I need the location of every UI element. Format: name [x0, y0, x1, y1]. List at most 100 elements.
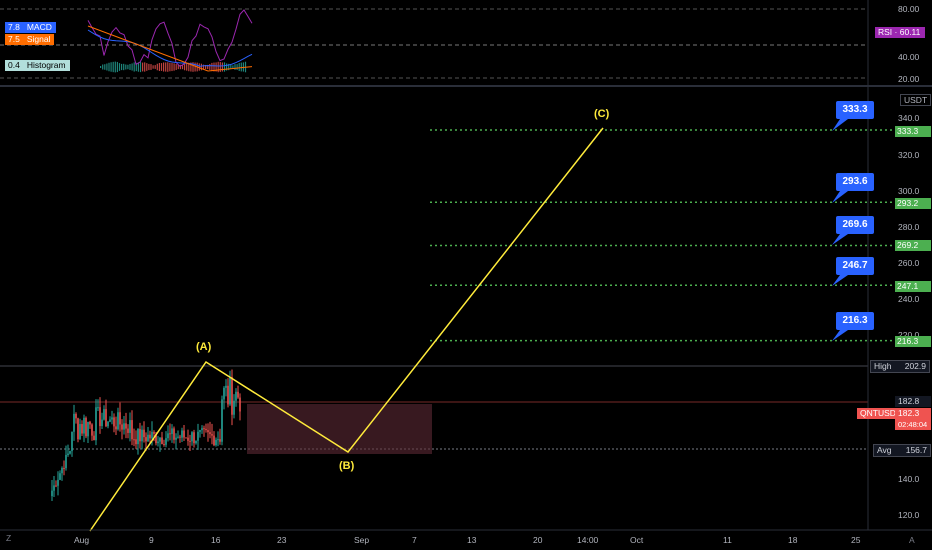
price-tick: 280.0 [898, 222, 920, 232]
histogram-bar [181, 64, 184, 70]
signal-legend[interactable]: 7.5 Signal [5, 34, 55, 45]
time-tick: 7 [412, 535, 417, 545]
histogram-bar [173, 63, 175, 71]
histogram-legend[interactable]: 0.4 Histogram [5, 60, 70, 71]
histogram-bar [200, 63, 202, 71]
target-callout[interactable]: 333.3 [836, 101, 874, 119]
price-tick: 240.0 [898, 294, 920, 304]
candle-body [205, 428, 207, 431]
candle-body [87, 421, 89, 437]
histogram-bar [108, 62, 110, 72]
candles [51, 369, 241, 502]
histogram-label: Histogram [22, 60, 70, 71]
target-tag: 333.3 [895, 126, 931, 137]
histogram-bar [209, 64, 211, 70]
candle-body [73, 413, 75, 432]
candle-body [51, 490, 53, 497]
candle-body [115, 426, 117, 430]
histogram-bar [198, 63, 200, 71]
candle-body [239, 397, 241, 412]
candle-body [197, 431, 199, 441]
price-tick: 220.0 [898, 330, 920, 340]
target-tag: 269.2 [895, 240, 931, 251]
macd-legend[interactable]: 7.8 MACD [5, 22, 56, 33]
candle-body [187, 437, 189, 441]
target-callout[interactable]: 269.6 [836, 216, 874, 234]
histogram-bar [230, 64, 232, 70]
candle-body [217, 439, 219, 441]
avg-tag: Avg 156.7 [873, 444, 931, 457]
candle-body [95, 407, 97, 441]
histogram-bar [135, 62, 137, 72]
candle-body [71, 431, 73, 452]
time-tick: 14:00 [577, 535, 599, 545]
histogram-bar [104, 64, 106, 70]
histogram-bar [118, 63, 121, 71]
histogram-bar [139, 61, 142, 73]
histogram-bar [116, 61, 118, 73]
histogram-bar [219, 62, 221, 72]
candle-body [233, 400, 235, 415]
histogram-bar [160, 63, 163, 71]
candle-body [195, 440, 197, 444]
time-tick: 11 [723, 535, 732, 545]
signal-line [87, 25, 253, 72]
time-tick: Sep [354, 535, 370, 545]
candle-body [135, 439, 137, 445]
candle-body [143, 429, 145, 438]
candle-body [111, 417, 113, 420]
histogram-bar [234, 64, 236, 70]
candle-body [77, 418, 79, 440]
histogram-bar [223, 62, 226, 72]
histogram-bar [165, 62, 167, 72]
histogram-bar [213, 62, 215, 72]
histogram-bar [144, 62, 146, 72]
candle-body [215, 439, 217, 446]
candle-body [231, 377, 233, 415]
histogram-bar [121, 63, 123, 71]
target-tag: 293.2 [895, 198, 931, 209]
candle-body [169, 433, 171, 435]
histogram-bar [158, 62, 160, 72]
candle-body [129, 420, 131, 433]
candle-body [229, 377, 231, 405]
histogram-bar [186, 63, 188, 71]
target-callout[interactable]: 293.6 [836, 173, 874, 191]
histogram-bar [137, 62, 139, 72]
auto-scale-button[interactable]: A [909, 535, 915, 545]
candle-body [81, 424, 83, 434]
candle-body [151, 431, 153, 439]
rsi-tick-80: 80.00 [898, 4, 920, 14]
currency-button[interactable]: USDT [900, 94, 932, 106]
candle-body [133, 439, 135, 441]
candle-body [185, 437, 187, 439]
histogram-bar [152, 65, 154, 69]
candle-body [65, 455, 67, 469]
candle-body [193, 432, 195, 444]
timezone-button[interactable]: Z [6, 533, 12, 543]
histogram-bar [102, 64, 104, 70]
candle-body [91, 424, 93, 436]
histogram-bar [207, 64, 209, 70]
histogram-bar [238, 63, 240, 71]
candle-body [109, 419, 111, 422]
target-callout[interactable]: 216.3 [836, 312, 874, 330]
rsi-value: 60.11 [899, 27, 921, 37]
target-callouts [832, 119, 848, 341]
target-callout[interactable]: 246.7 [836, 257, 874, 275]
histogram-value: 0.4 [5, 60, 23, 71]
histogram-bar [194, 62, 196, 72]
histogram-bar [131, 63, 133, 71]
rsi-line [87, 9, 253, 68]
histogram-bar [123, 63, 125, 71]
signal-value: 7.5 [5, 34, 23, 45]
price-tick: 260.0 [898, 258, 920, 268]
histogram-bar [215, 62, 217, 72]
rsi-label: RSI [878, 27, 893, 37]
high-tag: High 202.9 [870, 360, 930, 373]
candle-body [177, 436, 179, 438]
histogram-bar [226, 63, 228, 71]
candle-body [159, 437, 161, 442]
candle-body [201, 428, 203, 431]
